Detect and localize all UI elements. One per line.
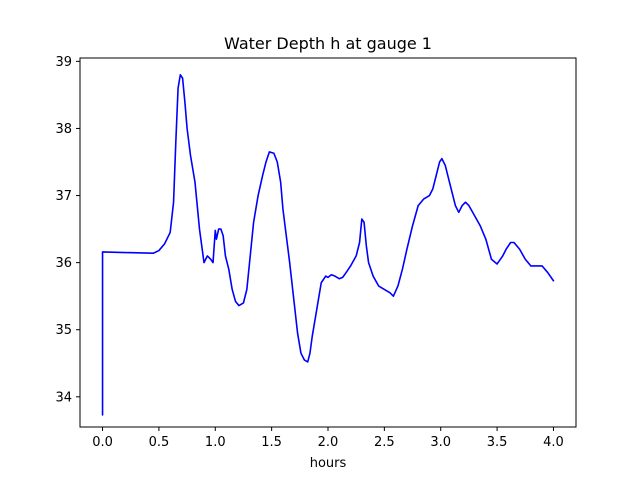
x-tick-label: 4.0 — [543, 435, 564, 450]
x-tick-label: 1.0 — [205, 435, 226, 450]
y-tick-label: 36 — [55, 256, 72, 271]
x-tick-label: 2.0 — [318, 435, 339, 450]
x-tick-label: 3.5 — [487, 435, 508, 450]
y-tick-label: 34 — [55, 390, 72, 405]
x-tick-label: 0.5 — [149, 435, 170, 450]
y-tick-label: 38 — [55, 122, 72, 137]
x-axis-ticks: 0.0 0.5 1.0 1.5 2.0 2.5 3.0 3.5 4.0 — [92, 427, 564, 450]
series-line-0 — [101, 73, 555, 416]
y-tick-label: 39 — [55, 55, 72, 70]
plot-area — [101, 73, 555, 416]
x-tick-label: 2.5 — [374, 435, 395, 450]
y-tick-label: 37 — [55, 189, 72, 204]
y-tick-label: 35 — [55, 323, 72, 338]
x-tick-label: 1.5 — [261, 435, 282, 450]
chart-title: Water Depth h at gauge 1 — [224, 34, 432, 53]
y-axis-ticks: 34 35 36 37 38 39 — [55, 55, 80, 405]
x-tick-label: 3.0 — [430, 435, 451, 450]
plot-frame — [79, 57, 577, 428]
x-tick-label: 0.0 — [92, 435, 113, 450]
x-axis-label: hours — [310, 456, 347, 471]
